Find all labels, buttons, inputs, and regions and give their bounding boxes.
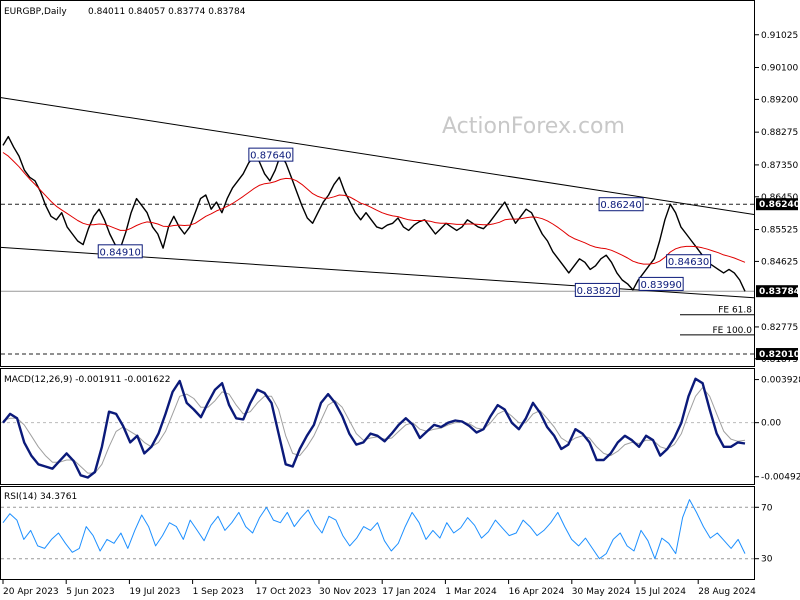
price-axis-tick-label: 0.85525: [761, 226, 798, 236]
swing-label-box: [574, 282, 620, 297]
price-panel: ActionForex.com EURGBP,Daily 0.84011 0.8…: [0, 0, 800, 367]
rsi-y-axis: 70 30: [755, 503, 773, 565]
price-panel-header-symbol: EURGBP,Daily: [4, 7, 67, 17]
price-panel-header-ohlc: 0.84011 0.84057 0.83774 0.83784: [88, 7, 246, 17]
macd-series: [2, 377, 746, 479]
level-tag-label: 0.83784: [759, 287, 800, 297]
swing-label: 0.84910: [100, 247, 141, 258]
date-tick-label: 30 May 2024: [572, 587, 631, 597]
macd-axis-tick-label: 0.00: [761, 419, 781, 429]
level-tag-label: 0.86240: [759, 200, 800, 210]
macd-main-line: [2, 377, 746, 479]
macd-panel: MACD(12,26,9) -0.001911 -0.001622 0.0039…: [0, 368, 800, 485]
date-tick-label: 15 Jul 2024: [635, 587, 686, 597]
swing-label-box: [598, 197, 644, 212]
date-tick-label: 17 Jan 2024: [382, 587, 436, 597]
date-tick-label: 17 Oct 2023: [256, 587, 312, 597]
price-y-axis: 0.91025 0.90100 0.89200 0.88275 0.87350 0.864…: [755, 31, 800, 365]
date-tick-label: 28 Aug 2024: [698, 587, 756, 597]
price-axis-tick-label: 0.90100: [761, 64, 798, 74]
swing-label-box: [248, 147, 294, 162]
date-tick-label: 19 Jul 2023: [129, 587, 180, 597]
swing-label: 0.83990: [640, 280, 681, 291]
watermark-text: ActionForex.com: [442, 114, 625, 139]
level-tag-bg: [756, 348, 798, 361]
fibonacci-label: FE 61.8: [718, 306, 752, 316]
channel-upper-line: [0, 97, 755, 215]
macd-axis-tick-label: -0.004929: [761, 473, 800, 483]
swing-label-box: [97, 244, 143, 259]
swing-label-box: [638, 276, 684, 291]
macd-panel-frame: [0, 368, 755, 485]
macd-y-axis: 0.003928 0.00 -0.004929: [755, 376, 800, 483]
price-axis-tick-label: 0.88275: [761, 128, 798, 138]
price-levels: FE 61.8 FE 100.0: [1, 203, 754, 355]
swing-label: 0.87640: [250, 151, 291, 162]
swing-annotations: 0.84910 0.87640 0.83820 0.83990 0.86240 0.846…: [97, 147, 712, 297]
rsi-axis-tick-label: 30: [761, 555, 773, 565]
rsi-axis-tick-label: 70: [761, 503, 773, 513]
swing-label-box: [666, 254, 712, 269]
date-tick-label: 1 Mar 2024: [445, 587, 497, 597]
price-panel-frame: [0, 0, 755, 367]
price-series: [2, 135, 746, 292]
level-tag-bg: [756, 198, 798, 211]
date-tick-label: 16 Apr 2024: [509, 587, 565, 597]
date-tick-label: 20 Apr 2023: [3, 587, 59, 597]
rsi-panel-frame: [0, 486, 755, 580]
date-tick-label: 1 Sep 2023: [193, 587, 244, 597]
price-axis-tick-label: 0.82775: [761, 323, 798, 333]
rsi-series: [2, 499, 746, 560]
date-axis: 20 Apr 2023 5 Jun 2023 19 Jul 2023 1 Sep 20…: [2, 580, 756, 597]
swing-label: 0.83820: [577, 286, 618, 297]
swing-label: 0.86240: [600, 200, 641, 211]
level-tag-label: 0.82010: [759, 350, 800, 360]
date-tick-label: 30 Nov 2023: [319, 587, 377, 597]
price-line: [2, 135, 746, 292]
price-axis-tick-label: 0.87350: [761, 161, 798, 171]
price-axis-tick-label: 0.86450: [761, 193, 798, 203]
rsi-panel: RSI(14) 34.3761 70 30: [0, 486, 773, 580]
macd-panel-title: MACD(12,26,9) -0.001911 -0.001622: [4, 375, 170, 385]
rsi-panel-title: RSI(14) 34.3761: [4, 492, 77, 502]
rsi-line: [2, 499, 746, 560]
macd-signal-line: [2, 387, 746, 474]
price-axis-tick-label: 0.91025: [761, 31, 798, 41]
moving-average-line: [2, 152, 746, 265]
swing-label: 0.84630: [668, 257, 709, 268]
level-tag-bg: [756, 285, 798, 298]
price-axis-tick-label: 0.89200: [761, 95, 798, 105]
fibonacci-label: FE 100.0: [713, 326, 753, 336]
macd-axis-tick-label: 0.003928: [761, 376, 800, 386]
date-tick-label: 5 Jun 2023: [66, 587, 114, 597]
price-axis-tick-label: 0.84625: [761, 257, 798, 267]
